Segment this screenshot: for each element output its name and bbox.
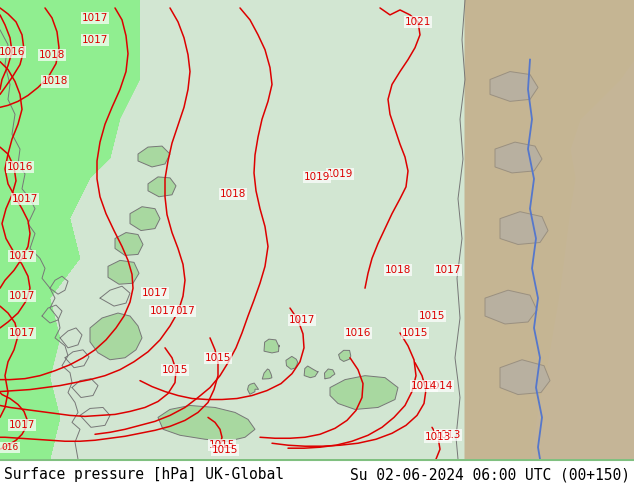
Text: 1016: 1016	[0, 47, 25, 57]
Text: 1014: 1014	[427, 381, 453, 391]
Polygon shape	[262, 369, 272, 379]
Text: 1018: 1018	[220, 189, 246, 199]
Text: 1017: 1017	[82, 13, 108, 23]
Polygon shape	[485, 290, 537, 324]
Polygon shape	[108, 260, 139, 284]
Text: 1016: 1016	[345, 328, 371, 338]
Polygon shape	[325, 369, 335, 379]
Polygon shape	[138, 146, 170, 167]
Text: 1015: 1015	[212, 445, 238, 455]
Text: 1014: 1014	[411, 381, 437, 391]
Text: 1017: 1017	[9, 420, 36, 430]
Text: 1017: 1017	[435, 265, 461, 275]
Polygon shape	[304, 366, 318, 378]
Polygon shape	[465, 0, 634, 459]
Text: 1018: 1018	[39, 49, 65, 60]
Text: 016: 016	[1, 442, 18, 452]
Text: 1018: 1018	[385, 265, 411, 275]
Text: 1015: 1015	[209, 440, 235, 450]
Text: 017: 017	[175, 306, 195, 316]
Text: 1017: 1017	[9, 328, 36, 338]
Text: 1017: 1017	[142, 288, 168, 298]
Text: 1015: 1015	[419, 311, 445, 321]
Polygon shape	[330, 376, 398, 410]
Text: 1015: 1015	[162, 365, 188, 375]
Text: Su 02-06-2024 06:00 UTC (00+150): Su 02-06-2024 06:00 UTC (00+150)	[350, 467, 630, 482]
Text: 1015: 1015	[205, 353, 231, 363]
Text: 1016: 1016	[7, 162, 33, 172]
Polygon shape	[148, 177, 176, 197]
Polygon shape	[130, 207, 160, 231]
Text: 1019: 1019	[304, 172, 330, 182]
Polygon shape	[339, 350, 351, 362]
Text: 1017: 1017	[289, 315, 315, 325]
Polygon shape	[495, 142, 542, 173]
Text: Surface pressure [hPa] UK-Global: Surface pressure [hPa] UK-Global	[4, 467, 284, 482]
Text: 1018: 1018	[42, 76, 68, 87]
Text: 1015: 1015	[402, 328, 428, 338]
Polygon shape	[90, 313, 142, 360]
Polygon shape	[247, 383, 259, 394]
Polygon shape	[490, 72, 538, 101]
Text: 1021: 1021	[405, 17, 431, 27]
Text: 1017: 1017	[9, 251, 36, 261]
Text: 1017: 1017	[9, 291, 36, 301]
Text: 1017: 1017	[12, 194, 38, 204]
Text: 1017: 1017	[82, 35, 108, 45]
Text: 1013: 1013	[425, 432, 451, 442]
Polygon shape	[115, 233, 143, 255]
Text: 1017: 1017	[150, 306, 176, 316]
Polygon shape	[158, 405, 255, 441]
Polygon shape	[264, 339, 279, 353]
Polygon shape	[286, 356, 298, 369]
Text: 1019: 1019	[327, 169, 353, 179]
Text: 1013: 1013	[435, 430, 461, 441]
Polygon shape	[500, 212, 548, 245]
Polygon shape	[500, 360, 550, 394]
